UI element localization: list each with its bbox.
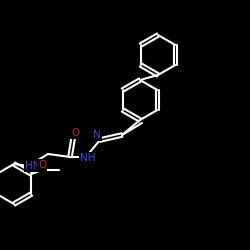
Text: O: O: [71, 128, 79, 138]
Text: NH: NH: [80, 153, 96, 163]
Text: HN: HN: [25, 161, 41, 171]
Text: O: O: [38, 160, 46, 170]
Text: N: N: [93, 130, 101, 140]
